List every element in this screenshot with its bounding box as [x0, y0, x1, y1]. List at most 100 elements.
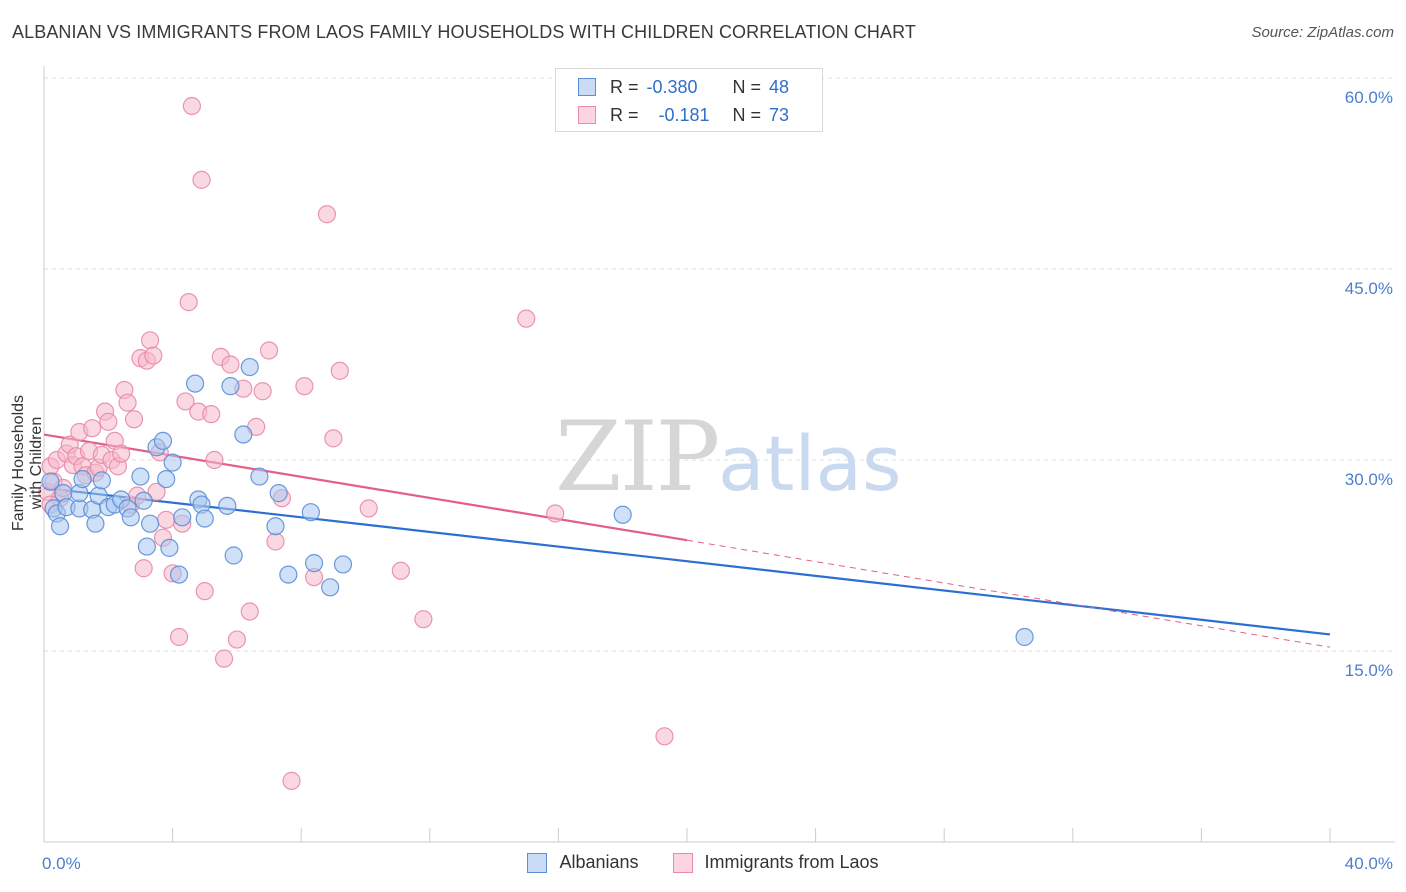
- watermark-atlas: atlas: [718, 419, 902, 508]
- watermark: ZIP atlas: [555, 401, 902, 513]
- tick-labels: 15.0% 30.0% 45.0% 60.0% 0.0% 40.0%: [42, 88, 1393, 873]
- point-laos: [140, 331, 160, 350]
- legend-r-value: -0.380: [646, 76, 698, 97]
- point-albanians: [266, 517, 285, 536]
- legend-item-albanians[interactable]: Albanians: [527, 852, 639, 873]
- point-albanians: [218, 496, 237, 515]
- legend-n-value: 48: [769, 76, 790, 97]
- point-laos: [182, 96, 201, 116]
- point-albanians: [186, 374, 205, 393]
- point-albanians: [250, 467, 269, 486]
- point-laos: [144, 346, 163, 365]
- point-laos: [324, 429, 343, 448]
- legend-item-laos[interactable]: Immigrants from Laos: [672, 852, 879, 873]
- legend-swatch-albanians: [578, 78, 596, 96]
- legend-row-albanians: R = -0.380 N = 48: [578, 73, 789, 101]
- point-albanians: [169, 565, 189, 584]
- point-albanians: [224, 546, 243, 565]
- legend-label-laos: Immigrants from Laos: [704, 852, 879, 872]
- point-laos: [655, 727, 674, 746]
- point-albanians: [134, 491, 153, 510]
- point-laos: [414, 610, 433, 629]
- point-albanians: [1015, 627, 1034, 647]
- point-albanians: [153, 431, 173, 450]
- point-albanians: [73, 470, 92, 489]
- source-label: Source: ZipAtlas.com: [1251, 24, 1394, 41]
- point-laos: [179, 293, 198, 312]
- point-albanians: [86, 514, 105, 533]
- point-laos: [221, 355, 240, 374]
- axes: [43, 66, 1395, 843]
- point-albanians: [221, 377, 240, 396]
- point-albanians: [234, 425, 253, 444]
- point-laos: [259, 341, 279, 360]
- x-tick-label-left: 0.0%: [42, 854, 81, 873]
- point-laos: [157, 510, 176, 529]
- point-albanians: [240, 357, 259, 377]
- point-albanians: [160, 538, 179, 557]
- point-laos: [266, 532, 285, 551]
- point-laos: [240, 602, 259, 621]
- point-albanians: [163, 453, 182, 472]
- point-laos: [195, 582, 214, 601]
- point-laos: [124, 410, 144, 429]
- legend-swatch-albanians: [527, 852, 548, 873]
- y-axis-label: Family Households with Children: [10, 394, 45, 532]
- point-albanians: [140, 514, 160, 533]
- trendline-albanians: [43, 486, 1331, 636]
- data-points: [38, 96, 1034, 790]
- point-laos: [202, 405, 221, 424]
- point-albanians: [195, 509, 214, 528]
- point-laos: [192, 170, 211, 189]
- x-tick-label-right: 40.0%: [1345, 854, 1393, 873]
- legend-r-value: -0.181: [658, 104, 710, 125]
- legend-n-label: N =: [732, 76, 762, 97]
- legend-label-albanians: Albanians: [559, 852, 639, 872]
- point-laos: [205, 450, 224, 470]
- legend-n-value: 73: [769, 104, 790, 125]
- point-laos: [330, 361, 349, 380]
- point-albanians: [41, 472, 60, 491]
- y-tick-label: 45.0%: [1345, 279, 1393, 298]
- legend-r-label: R =: [610, 76, 639, 97]
- legend-n-label: N =: [732, 104, 762, 125]
- watermark-zip: ZIP: [555, 401, 718, 513]
- point-albanians: [50, 517, 70, 536]
- point-laos: [546, 504, 565, 523]
- y-tick-label: 60.0%: [1345, 88, 1393, 107]
- point-albanians: [613, 505, 632, 524]
- point-laos: [391, 561, 410, 580]
- point-albanians: [121, 508, 140, 527]
- point-laos: [169, 627, 189, 647]
- point-laos: [134, 559, 153, 578]
- point-albanians: [304, 554, 324, 573]
- point-laos: [118, 393, 137, 412]
- y-tick-label: 30.0%: [1345, 470, 1393, 489]
- point-albanians: [321, 578, 340, 597]
- y-tick-label: 15.0%: [1345, 661, 1393, 680]
- point-albanians: [137, 537, 156, 556]
- point-laos: [253, 382, 272, 401]
- legend-row-laos: R = -0.181 N = 73: [578, 101, 789, 129]
- legend-swatch-laos: [672, 852, 693, 873]
- point-laos: [214, 649, 234, 668]
- point-laos: [359, 499, 378, 518]
- chart-title: ALBANIAN VS IMMIGRANTS FROM LAOS FAMILY …: [12, 22, 916, 42]
- legend-swatch-laos: [578, 106, 596, 124]
- point-albanians: [92, 471, 111, 490]
- point-laos: [317, 205, 337, 224]
- trendline-laos: [686, 539, 1331, 648]
- point-albanians: [173, 508, 192, 527]
- correlation-legend: R = -0.380 N = 48 R = -0.181 N = 73: [555, 68, 823, 132]
- point-albanians: [157, 470, 176, 489]
- point-laos: [83, 419, 102, 438]
- point-laos: [517, 309, 536, 328]
- point-albanians: [333, 555, 353, 574]
- point-albanians: [131, 467, 150, 486]
- point-albanians: [279, 565, 298, 584]
- point-albanians: [269, 484, 288, 503]
- legend-r-label: R =: [610, 104, 639, 125]
- point-laos: [295, 377, 314, 396]
- point-laos: [99, 412, 118, 431]
